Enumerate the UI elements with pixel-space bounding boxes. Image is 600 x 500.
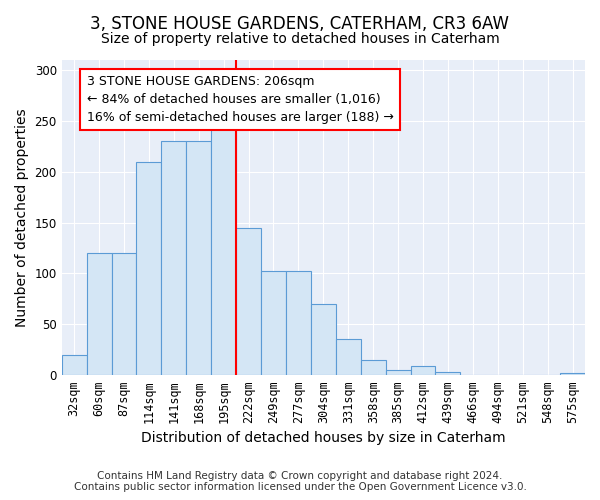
Bar xyxy=(112,253,136,375)
Bar xyxy=(336,340,361,375)
Bar xyxy=(62,354,86,375)
Text: Contains HM Land Registry data © Crown copyright and database right 2024.
Contai: Contains HM Land Registry data © Crown c… xyxy=(74,471,526,492)
Bar xyxy=(560,373,585,375)
Bar xyxy=(361,360,386,375)
Bar xyxy=(436,372,460,375)
Bar xyxy=(211,121,236,375)
Bar xyxy=(311,304,336,375)
Bar xyxy=(161,142,186,375)
Bar xyxy=(86,253,112,375)
Bar xyxy=(186,142,211,375)
X-axis label: Distribution of detached houses by size in Caterham: Distribution of detached houses by size … xyxy=(141,431,506,445)
Text: Size of property relative to detached houses in Caterham: Size of property relative to detached ho… xyxy=(101,32,499,46)
Bar xyxy=(236,228,261,375)
Bar xyxy=(386,370,410,375)
Text: 3 STONE HOUSE GARDENS: 206sqm
← 84% of detached houses are smaller (1,016)
16% o: 3 STONE HOUSE GARDENS: 206sqm ← 84% of d… xyxy=(86,75,394,124)
Bar xyxy=(136,162,161,375)
Text: 3, STONE HOUSE GARDENS, CATERHAM, CR3 6AW: 3, STONE HOUSE GARDENS, CATERHAM, CR3 6A… xyxy=(91,15,509,33)
Y-axis label: Number of detached properties: Number of detached properties xyxy=(15,108,29,327)
Bar xyxy=(261,272,286,375)
Bar xyxy=(286,272,311,375)
Bar xyxy=(410,366,436,375)
